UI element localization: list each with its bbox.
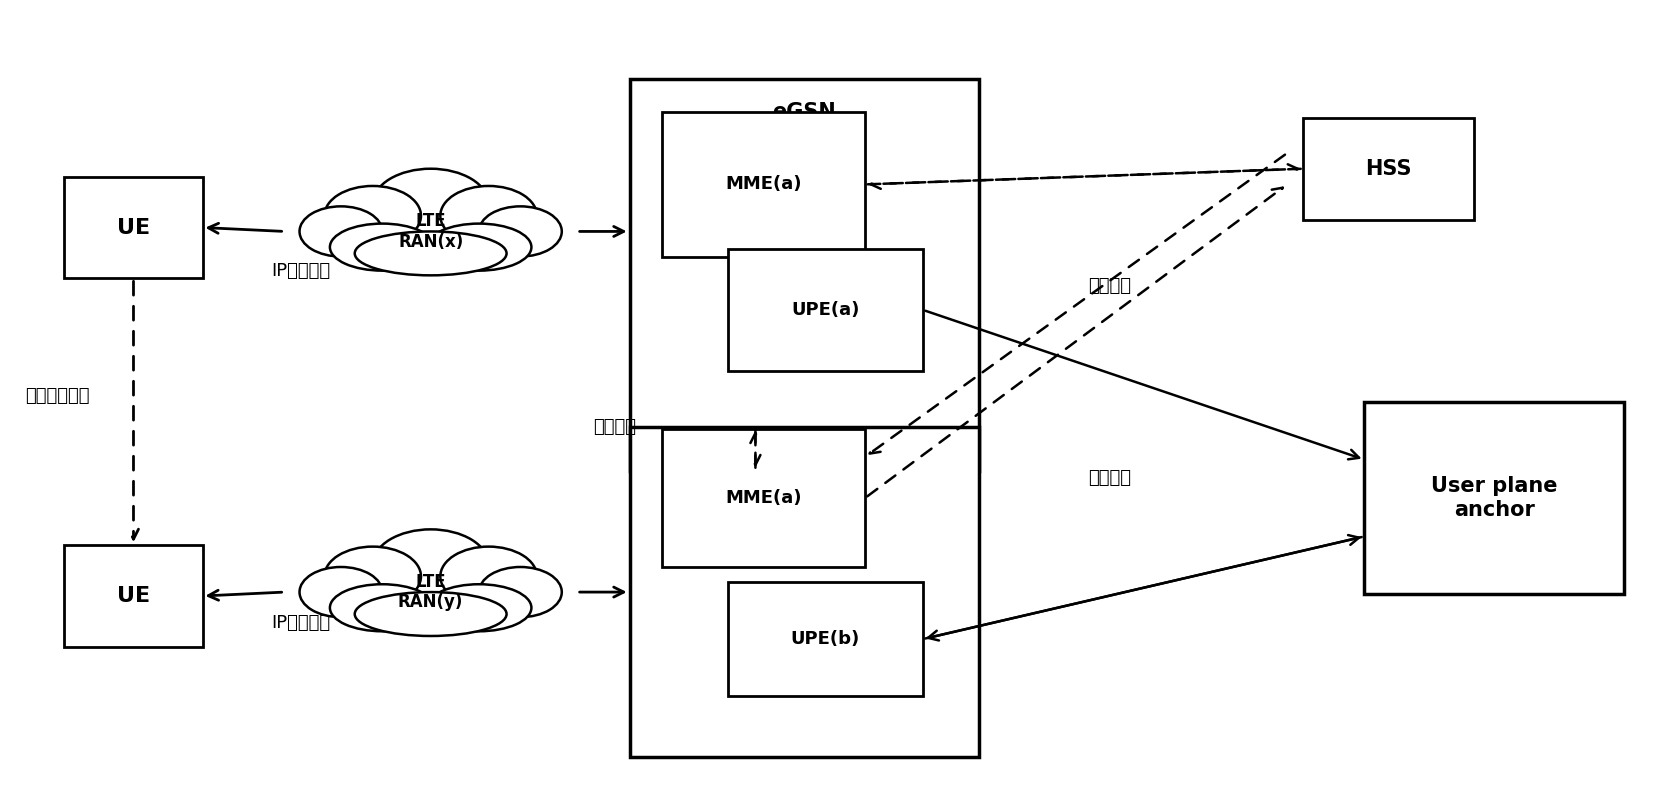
Ellipse shape <box>355 592 507 636</box>
Ellipse shape <box>355 231 507 275</box>
Text: LTE
RAN(y): LTE RAN(y) <box>398 573 464 611</box>
Text: eGSN: eGSN <box>772 102 837 122</box>
Bar <box>727 249 923 370</box>
Ellipse shape <box>373 169 489 239</box>
Bar <box>1304 118 1475 220</box>
Bar <box>65 177 202 278</box>
Text: IP承载业务: IP承载业务 <box>272 614 330 633</box>
Text: 内部接入迁移: 内部接入迁移 <box>25 387 89 405</box>
Ellipse shape <box>426 584 532 631</box>
Text: LTE
RAN(x): LTE RAN(x) <box>398 212 464 251</box>
Ellipse shape <box>373 530 489 600</box>
Text: UPE(b): UPE(b) <box>790 630 860 648</box>
Text: HSS: HSS <box>1365 158 1412 178</box>
Ellipse shape <box>330 584 434 631</box>
Text: IP承载业务: IP承载业务 <box>272 262 330 280</box>
Ellipse shape <box>441 546 537 606</box>
Bar <box>630 78 979 470</box>
Bar <box>727 582 923 696</box>
Text: eGSN: eGSN <box>772 451 837 471</box>
Text: 路由更新: 路由更新 <box>1089 470 1132 487</box>
Text: MME(a): MME(a) <box>726 489 802 507</box>
Ellipse shape <box>300 567 383 617</box>
Ellipse shape <box>330 223 434 270</box>
Ellipse shape <box>441 186 537 246</box>
Bar <box>663 430 865 566</box>
Text: 切换准备: 切换准备 <box>593 418 636 437</box>
Bar <box>630 427 979 757</box>
Text: MME(a): MME(a) <box>726 175 802 194</box>
Ellipse shape <box>426 223 532 270</box>
Bar <box>65 545 202 647</box>
Text: UE: UE <box>118 586 151 606</box>
Bar <box>1364 402 1624 594</box>
Ellipse shape <box>325 186 421 246</box>
Text: 注册更新: 注册更新 <box>1089 278 1132 295</box>
Ellipse shape <box>325 546 421 606</box>
Ellipse shape <box>479 567 562 617</box>
Text: User plane
anchor: User plane anchor <box>1432 476 1558 520</box>
Ellipse shape <box>300 206 383 257</box>
Text: UPE(a): UPE(a) <box>790 301 860 319</box>
Ellipse shape <box>479 206 562 257</box>
Bar <box>663 112 865 257</box>
Text: UE: UE <box>118 218 151 238</box>
